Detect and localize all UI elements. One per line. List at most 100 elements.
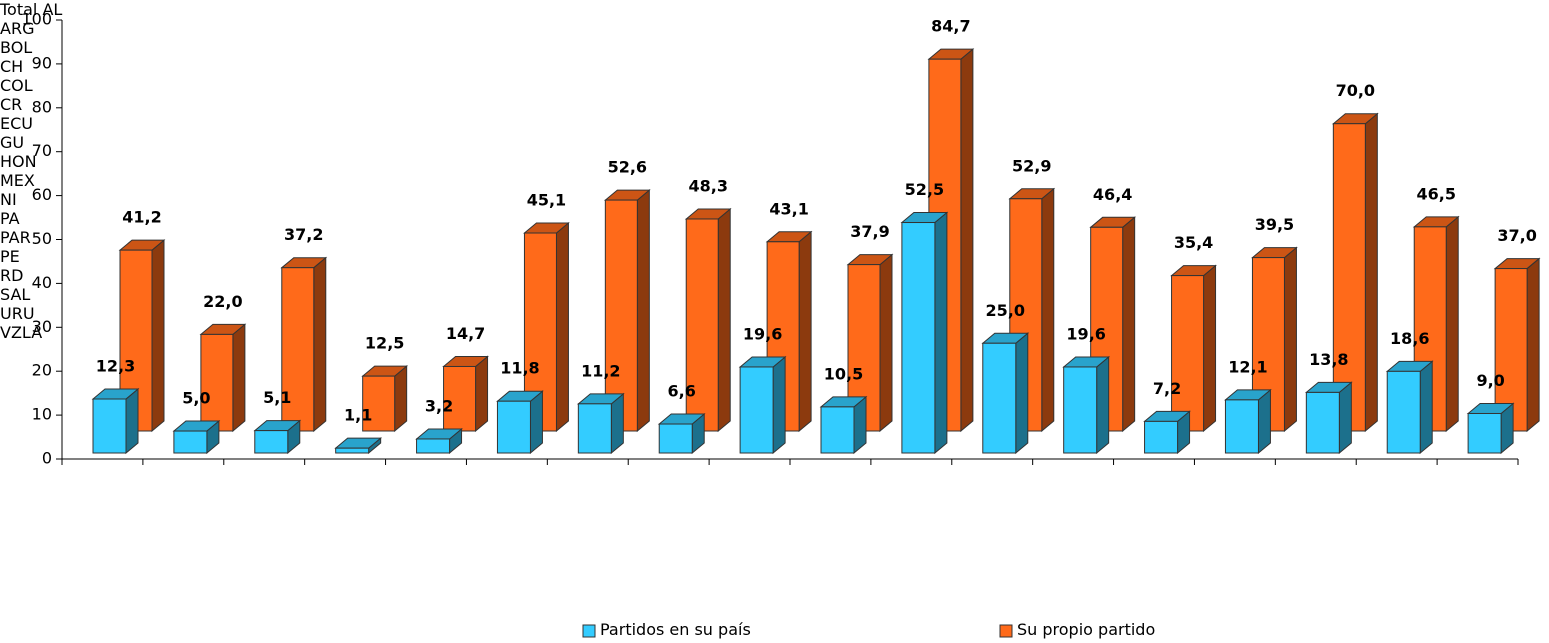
bar <box>1251 246 1298 433</box>
y-tick-label: 90 <box>32 53 52 72</box>
y-tick-label: 80 <box>32 97 52 116</box>
bar-side <box>798 230 812 433</box>
value-label: 43,1 <box>769 199 808 218</box>
bar <box>738 355 787 455</box>
x-tick-label: GU <box>0 133 25 152</box>
bar-front <box>604 199 638 432</box>
bar-side <box>1364 112 1378 433</box>
bar-side <box>1419 360 1433 455</box>
bar-front <box>1305 391 1340 454</box>
bar <box>1062 355 1111 455</box>
bar-side <box>125 387 139 455</box>
x-tick-label: COL <box>0 76 33 95</box>
value-label: 12,3 <box>96 357 135 376</box>
bar <box>981 332 1030 455</box>
x-tick-label: BOL <box>0 38 33 57</box>
bar-front <box>739 366 774 454</box>
legend-label: Su propio partido <box>1017 620 1156 639</box>
bar-side <box>313 256 327 433</box>
bar-front <box>335 447 370 454</box>
bar <box>91 387 140 455</box>
x-tick-label: RD <box>0 266 24 285</box>
value-label: 45,1 <box>527 191 566 210</box>
bar-side <box>1041 187 1055 433</box>
legend-swatch <box>582 624 596 638</box>
value-label: 12,1 <box>1228 357 1267 376</box>
value-label: 9,0 <box>1476 371 1504 390</box>
bar <box>1385 360 1434 455</box>
x-tick-label: PA <box>0 209 20 228</box>
value-label: 52,5 <box>905 180 944 199</box>
bar-side <box>636 189 650 433</box>
bar-front <box>1467 412 1502 454</box>
x-tick-label: VZLA <box>0 323 43 342</box>
value-label: 48,3 <box>688 176 727 195</box>
bar <box>280 256 328 433</box>
bar-front <box>577 403 612 454</box>
value-label: 22,0 <box>203 292 242 311</box>
bar <box>496 390 544 455</box>
value-label: 35,4 <box>1174 233 1213 252</box>
bar-side <box>1257 388 1271 455</box>
value-label: 19,6 <box>743 324 782 343</box>
bar-side <box>529 390 543 455</box>
x-tick-label: CH <box>0 57 24 76</box>
bar <box>900 211 949 455</box>
value-label: 12,5 <box>365 334 404 353</box>
bar-side <box>1122 216 1136 433</box>
bar-front <box>982 342 1017 454</box>
value-label: 10,5 <box>824 364 863 383</box>
bar <box>442 355 489 433</box>
bar-front <box>1332 123 1366 432</box>
y-tick-label: 0 <box>42 449 52 468</box>
bar-front <box>496 400 531 454</box>
bar-side <box>1096 355 1110 455</box>
y-tick-label: 30 <box>32 317 52 336</box>
value-label: 46,4 <box>1093 185 1132 204</box>
bar-side <box>934 211 948 455</box>
bar-front <box>1171 275 1205 432</box>
x-tick-label: URU <box>0 304 35 323</box>
value-label: 11,2 <box>581 361 620 380</box>
y-tick-label: 10 <box>32 405 52 424</box>
value-label: 41,2 <box>122 208 161 227</box>
bar <box>172 419 221 455</box>
bar-front <box>1144 420 1179 454</box>
y-tick-label: 20 <box>32 361 52 380</box>
value-label: 19,6 <box>1066 324 1105 343</box>
value-label: 1,1 <box>344 406 372 425</box>
value-label: 39,5 <box>1255 215 1294 234</box>
bar-front <box>658 423 693 454</box>
bar-side <box>717 207 731 433</box>
bar-side <box>475 355 489 433</box>
bar <box>253 419 302 455</box>
bar <box>415 427 463 455</box>
bar <box>334 437 383 455</box>
x-tick-label: SAL <box>0 285 31 304</box>
x-tick-label: ARG <box>0 19 35 38</box>
value-label: 13,8 <box>1309 350 1348 369</box>
value-label: 52,9 <box>1012 156 1051 175</box>
bar-side <box>960 48 974 433</box>
legend-swatch <box>999 624 1013 638</box>
value-label: 37,0 <box>1497 226 1536 245</box>
bar <box>361 365 409 433</box>
bar <box>199 323 247 433</box>
bar-side <box>1203 264 1217 433</box>
x-tick-label: CR <box>0 95 23 114</box>
bar <box>1331 112 1379 433</box>
bar <box>819 395 868 455</box>
bar-front <box>200 333 234 432</box>
bar <box>576 392 625 455</box>
bar-side <box>151 239 165 433</box>
bar <box>1304 381 1353 455</box>
y-tick-label: 60 <box>32 185 52 204</box>
bar-front <box>901 222 936 454</box>
value-label: 5,0 <box>182 389 210 408</box>
bar <box>1466 402 1515 455</box>
bar <box>1224 388 1272 455</box>
bar-side <box>879 253 893 433</box>
y-tick-label: 50 <box>32 229 52 248</box>
x-tick-label: MEX <box>0 171 35 190</box>
bar <box>657 412 706 455</box>
